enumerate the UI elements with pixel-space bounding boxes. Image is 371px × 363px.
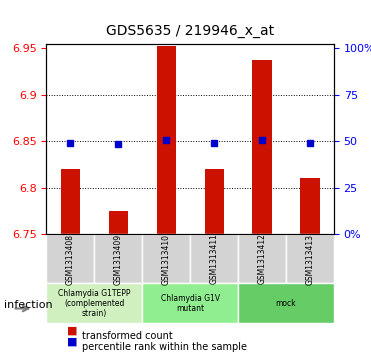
Text: GSM1313412: GSM1313412 xyxy=(257,234,266,285)
Text: GSM1313408: GSM1313408 xyxy=(66,233,75,285)
Text: GSM1313410: GSM1313410 xyxy=(162,233,171,285)
Text: GSM1313411: GSM1313411 xyxy=(210,234,219,285)
FancyBboxPatch shape xyxy=(94,234,142,283)
Bar xyxy=(109,211,128,234)
FancyBboxPatch shape xyxy=(286,234,334,283)
Text: Chlamydia G1TEPP
(complemented
strain): Chlamydia G1TEPP (complemented strain) xyxy=(58,289,131,318)
Text: percentile rank within the sample: percentile rank within the sample xyxy=(82,342,247,352)
FancyBboxPatch shape xyxy=(142,283,238,323)
Bar xyxy=(157,46,176,234)
Text: ■: ■ xyxy=(67,326,77,336)
FancyBboxPatch shape xyxy=(238,283,334,323)
FancyBboxPatch shape xyxy=(142,234,190,283)
FancyBboxPatch shape xyxy=(238,234,286,283)
FancyBboxPatch shape xyxy=(190,234,238,283)
Text: infection: infection xyxy=(4,300,52,310)
FancyBboxPatch shape xyxy=(46,234,94,283)
Bar xyxy=(204,169,224,234)
Bar xyxy=(61,169,80,234)
Text: mock: mock xyxy=(276,299,296,308)
Text: GSM1313409: GSM1313409 xyxy=(114,233,123,285)
Text: Chlamydia G1V
mutant: Chlamydia G1V mutant xyxy=(161,294,220,313)
FancyBboxPatch shape xyxy=(46,283,142,323)
Text: GSM1313413: GSM1313413 xyxy=(305,233,315,285)
Text: ■: ■ xyxy=(67,337,77,347)
Bar xyxy=(301,178,319,234)
Title: GDS5635 / 219946_x_at: GDS5635 / 219946_x_at xyxy=(106,24,274,38)
Text: transformed count: transformed count xyxy=(82,331,173,341)
Bar xyxy=(252,60,272,234)
